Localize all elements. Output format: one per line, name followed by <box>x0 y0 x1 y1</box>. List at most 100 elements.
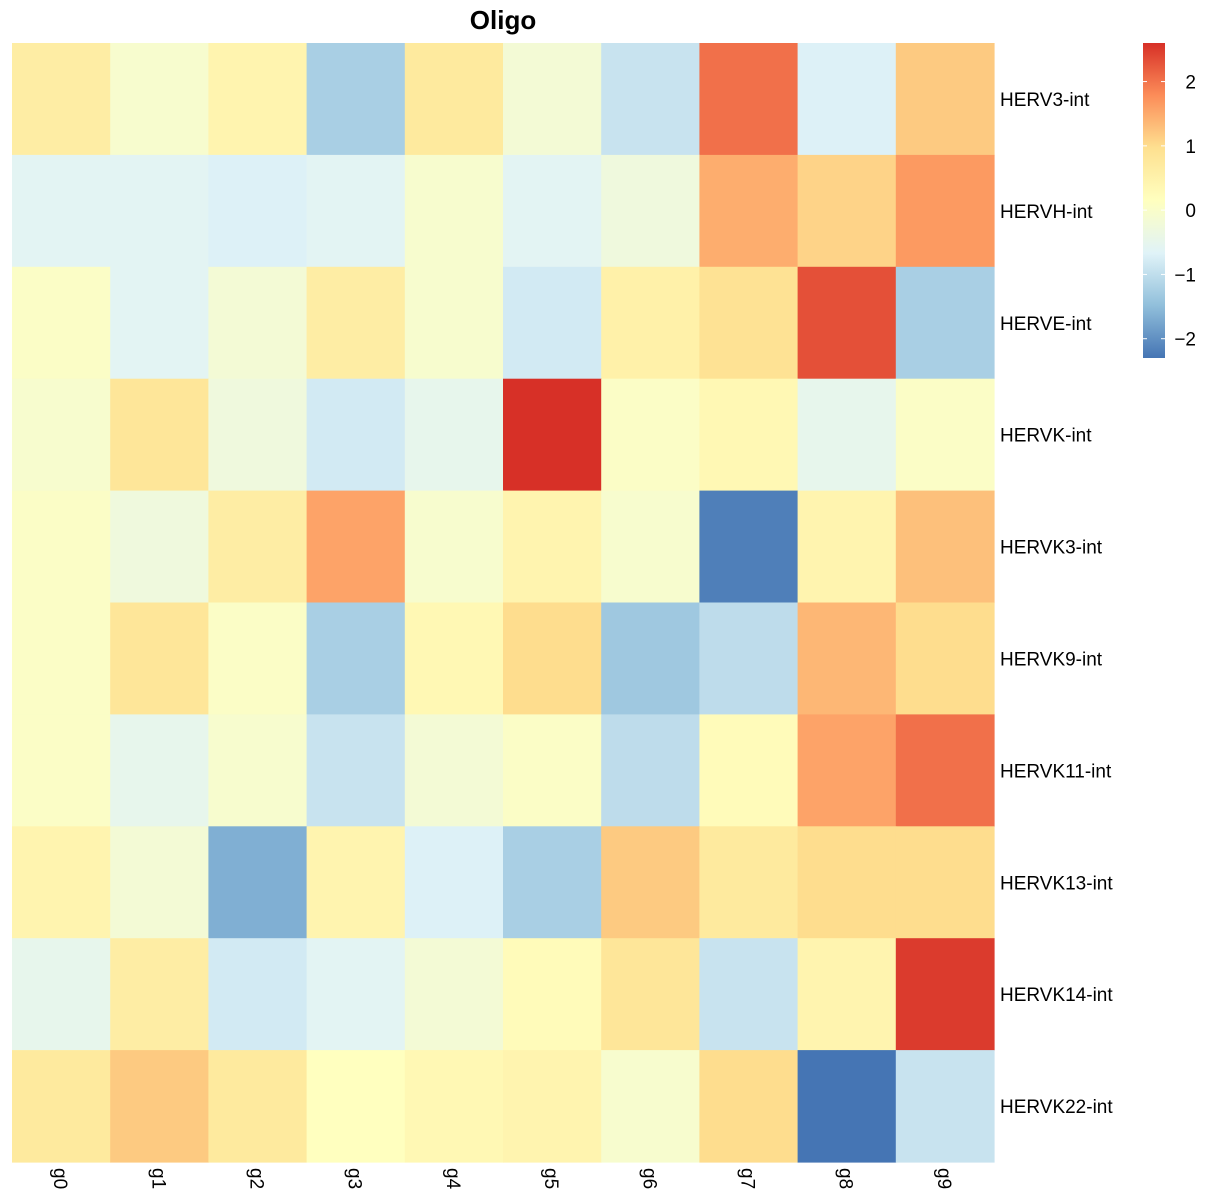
heatmap-cell <box>208 826 308 939</box>
heatmap-cell <box>797 938 897 1051</box>
heatmap-cell <box>797 154 897 268</box>
heatmap-cell <box>306 826 406 939</box>
heatmap-cell <box>12 154 111 268</box>
heatmap-cell <box>503 826 602 939</box>
heatmap-cell <box>208 43 308 156</box>
heatmap-cell <box>895 714 995 827</box>
row-labels: HERV3-int HERVH-int HERVE-int HERVK-int HERV… <box>1000 90 1113 1118</box>
colorbar-tick-label: 0 <box>1185 201 1196 222</box>
column-label: g3 <box>344 1168 365 1189</box>
heatmap-cell <box>895 602 995 715</box>
heatmap-cell <box>699 602 799 715</box>
column-label: g8 <box>835 1168 856 1189</box>
heatmap-cell <box>503 602 602 715</box>
heatmap-cell <box>12 1050 111 1163</box>
heatmap-cell <box>404 714 504 827</box>
heatmap-cell <box>601 378 700 492</box>
heatmap-cell <box>306 154 406 268</box>
heatmap-cell <box>503 1050 602 1163</box>
heatmap-cell <box>208 266 308 380</box>
heatmap-cell <box>503 378 602 492</box>
heatmap-cell <box>208 154 308 268</box>
heatmap-cell <box>503 490 602 604</box>
heatmap-cell <box>699 378 799 492</box>
heatmap-cell <box>110 714 209 827</box>
heatmap-cell <box>306 1050 406 1163</box>
heatmap-cell <box>404 43 504 156</box>
heatmap-cell <box>208 938 308 1051</box>
heatmap-cell <box>503 714 602 827</box>
heatmap-cell <box>306 490 406 604</box>
column-label: g0 <box>49 1168 70 1189</box>
heatmap-cell <box>699 43 799 156</box>
heatmap-cell <box>601 490 700 604</box>
heatmap-cell <box>699 714 799 827</box>
heatmap-cell <box>699 1050 799 1163</box>
row-label: HERVK3-int <box>1000 538 1103 559</box>
heatmap-cell <box>306 602 406 715</box>
heatmap-cell <box>110 378 209 492</box>
heatmap-cell <box>404 378 504 492</box>
heatmap-cell <box>12 43 111 156</box>
colorbar: 2 1 0 −1 −2 <box>1143 43 1196 358</box>
colorbar-tick-label: 2 <box>1185 73 1196 94</box>
heatmap-cell <box>797 43 897 156</box>
column-label: g1 <box>147 1168 168 1189</box>
heatmap-cell <box>404 154 504 268</box>
heatmap-cell <box>797 714 897 827</box>
heatmap-cell <box>699 826 799 939</box>
heatmap-cell <box>12 378 111 492</box>
heatmap-cell <box>404 938 504 1051</box>
column-label: g6 <box>638 1168 659 1189</box>
heatmap-cell <box>895 43 995 156</box>
column-labels: g0 g1 g2 g3 g4 g5 g6 g7 g8 g9 <box>49 1168 954 1190</box>
row-label: HERVK11-int <box>1000 761 1112 782</box>
heatmap-cell <box>110 938 209 1051</box>
heatmap-cell <box>110 43 209 156</box>
heatmap-cell <box>404 602 504 715</box>
heatmap-cell <box>895 490 995 604</box>
colorbar-tick-label: −2 <box>1174 330 1196 351</box>
heatmap-cell <box>503 938 602 1051</box>
heatmap-cell <box>601 154 700 268</box>
heatmap-cell <box>797 602 897 715</box>
column-label: g5 <box>540 1168 561 1189</box>
heatmap-cell <box>601 266 700 380</box>
heatmap-cell <box>12 826 111 939</box>
row-label: HERVK22-int <box>1000 1097 1113 1118</box>
row-label: HERV3-int <box>1000 90 1090 111</box>
heatmap-cell <box>110 602 209 715</box>
heatmap-cells <box>12 43 995 1163</box>
colorbar-tick-label: 1 <box>1185 137 1196 158</box>
heatmap-cell <box>895 826 995 939</box>
heatmap-cell <box>12 714 111 827</box>
heatmap-cell <box>895 1050 995 1163</box>
heatmap-cell <box>503 266 602 380</box>
heatmap-cell <box>601 714 700 827</box>
heatmap-cell <box>12 266 111 380</box>
heatmap-cell <box>895 378 995 492</box>
heatmap-cell <box>699 938 799 1051</box>
row-label: HERVE-int <box>1000 314 1092 335</box>
heatmap-cell <box>110 826 209 939</box>
heatmap-cell <box>699 490 799 604</box>
heatmap-cell <box>895 154 995 268</box>
heatmap-cell <box>306 378 406 492</box>
heatmap-cell <box>208 714 308 827</box>
heatmap-cell <box>797 1050 897 1163</box>
heatmap-cell <box>12 938 111 1051</box>
column-label: g4 <box>442 1168 463 1190</box>
heatmap-cell <box>110 490 209 604</box>
column-label: g2 <box>246 1168 267 1189</box>
heatmap-cell <box>208 602 308 715</box>
heatmap-cell <box>601 826 700 939</box>
chart-title: Oligo <box>470 5 536 35</box>
heatmap-cell <box>895 266 995 380</box>
colorbar-gradient <box>1143 43 1165 358</box>
heatmap-cell <box>306 938 406 1051</box>
column-label: g7 <box>737 1168 758 1189</box>
heatmap-cell <box>110 1050 209 1163</box>
heatmap-cell <box>601 938 700 1051</box>
heatmap-cell <box>699 266 799 380</box>
